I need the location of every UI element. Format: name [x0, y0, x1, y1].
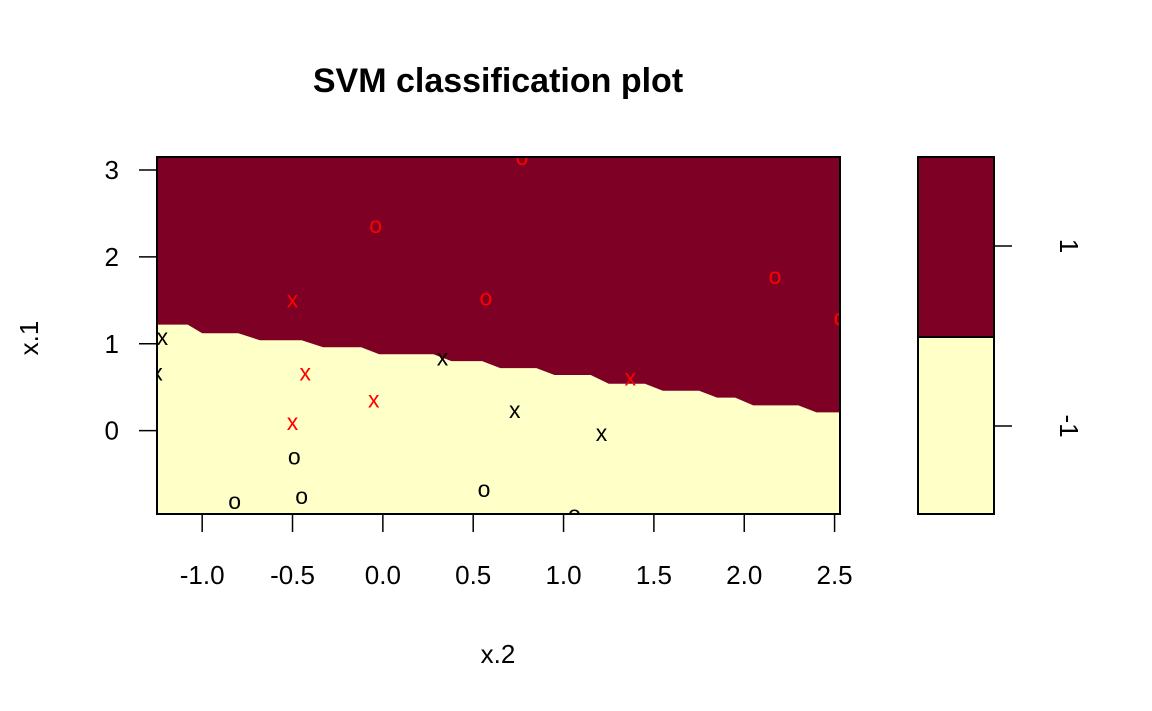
x-tick-label: 1.5	[636, 560, 672, 590]
y-axis: 0 1 2 3	[105, 155, 158, 446]
data-point: o	[478, 476, 491, 502]
x-axis-label: x.2	[481, 639, 516, 669]
y-axis-label: x.1	[14, 321, 44, 356]
x-tick-label: 0.5	[455, 560, 491, 590]
data-point: o	[568, 501, 581, 527]
data-point: x	[368, 386, 380, 412]
legend-label: 1	[1054, 239, 1084, 253]
x-tick-label: 2.0	[726, 560, 762, 590]
data-point: x	[299, 359, 311, 385]
data-point: o	[288, 444, 301, 470]
data-point: o	[295, 483, 308, 509]
y-tick-label: 0	[105, 416, 119, 446]
y-tick-label: 2	[105, 242, 119, 272]
x-tick-label: -1.0	[180, 560, 225, 590]
legend-swatch	[917, 336, 995, 515]
plot-area: ooxoooxxxxxxxxxooooo	[151, 144, 847, 527]
color-key-legend: 1 -1	[917, 156, 1084, 515]
data-point: o	[516, 144, 529, 170]
data-point: x	[151, 359, 163, 385]
data-point: o	[228, 488, 241, 514]
y-tick-label: 1	[105, 329, 119, 359]
x-tick-label: 2.5	[817, 560, 853, 590]
region-class-minus-1	[157, 324, 840, 514]
data-point: x	[287, 287, 299, 313]
x-tick-label: -0.5	[270, 560, 315, 590]
x-axis: -1.0 -0.5 0.0 0.5 1.0 1.5 2.0 2.5	[180, 513, 853, 590]
data-point: o	[480, 285, 493, 311]
y-tick-label: 3	[105, 155, 119, 185]
legend-swatch	[917, 156, 995, 338]
x-tick-label: 0.0	[365, 560, 401, 590]
data-point: x	[625, 365, 637, 391]
legend-label: -1	[1054, 414, 1084, 437]
data-point: x	[596, 420, 608, 446]
data-point: o	[834, 305, 847, 331]
data-point: x	[287, 409, 299, 435]
data-points: ooxoooxxxxxxxxxooooo	[151, 144, 847, 527]
data-point: o	[369, 212, 382, 238]
x-tick-label: 1.0	[545, 560, 581, 590]
data-point: x	[509, 397, 521, 423]
data-point: x	[157, 324, 169, 350]
data-point: x	[437, 345, 449, 371]
chart-title: SVM classification plot	[313, 62, 683, 100]
data-point: o	[769, 263, 782, 289]
